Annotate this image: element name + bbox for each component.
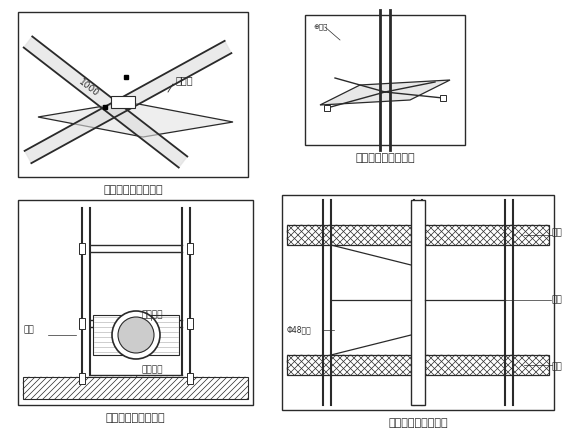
Polygon shape bbox=[320, 80, 450, 105]
Bar bbox=[79, 318, 85, 329]
Bar bbox=[282, 195, 554, 410]
Text: 操作层泵管固定详图: 操作层泵管固定详图 bbox=[103, 185, 163, 195]
Text: 泵管: 泵管 bbox=[23, 325, 34, 334]
Bar bbox=[18, 12, 248, 177]
Text: 楼层泵管固定立面图: 楼层泵管固定立面图 bbox=[388, 418, 448, 428]
Bar bbox=[23, 377, 248, 399]
Text: 泵管架: 泵管架 bbox=[176, 75, 194, 85]
Text: 自然地面: 自然地面 bbox=[141, 365, 162, 374]
Bar bbox=[324, 105, 330, 111]
Text: 泵管穿楼板固定详图: 泵管穿楼板固定详图 bbox=[355, 153, 415, 163]
Text: 楼板: 楼板 bbox=[552, 229, 563, 238]
Text: 泵管: 泵管 bbox=[552, 295, 563, 305]
Bar bbox=[440, 95, 446, 101]
Polygon shape bbox=[24, 36, 187, 168]
Bar bbox=[79, 373, 85, 384]
Bar bbox=[79, 243, 85, 254]
Text: ⊕钢筋: ⊕钢筋 bbox=[313, 23, 327, 30]
Circle shape bbox=[112, 311, 160, 359]
Bar bbox=[187, 373, 193, 384]
Bar bbox=[287, 225, 549, 245]
Bar bbox=[411, 200, 425, 405]
Bar bbox=[187, 318, 193, 329]
Bar bbox=[305, 15, 465, 145]
Bar bbox=[111, 96, 135, 108]
Text: Φ48钢管: Φ48钢管 bbox=[287, 325, 312, 334]
Polygon shape bbox=[25, 41, 232, 163]
Polygon shape bbox=[38, 102, 233, 137]
Bar bbox=[18, 200, 253, 405]
Bar bbox=[287, 355, 549, 375]
Text: 泵管进楼层固定详图: 泵管进楼层固定详图 bbox=[105, 413, 165, 423]
Text: 1000: 1000 bbox=[77, 78, 100, 99]
Text: 废木跳板: 废木跳板 bbox=[141, 310, 162, 319]
Text: 楼板: 楼板 bbox=[552, 362, 563, 372]
Bar bbox=[187, 243, 193, 254]
Bar bbox=[93, 315, 179, 355]
Circle shape bbox=[118, 317, 154, 353]
